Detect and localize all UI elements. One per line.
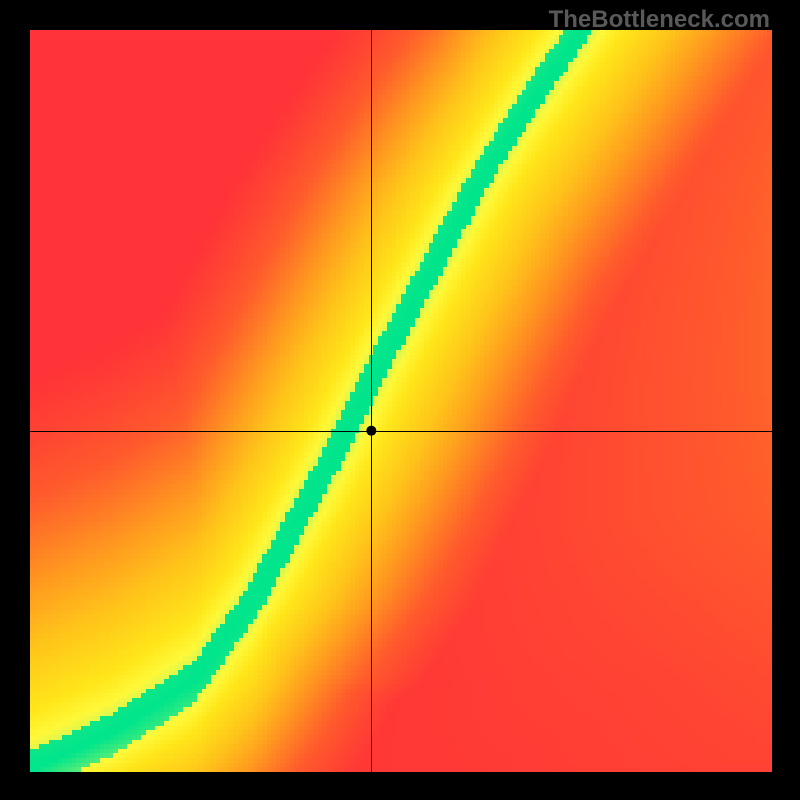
bottleneck-heatmap [30, 30, 772, 772]
watermark-text: TheBottleneck.com [549, 6, 770, 34]
chart-container: TheBottleneck.com [0, 0, 800, 800]
